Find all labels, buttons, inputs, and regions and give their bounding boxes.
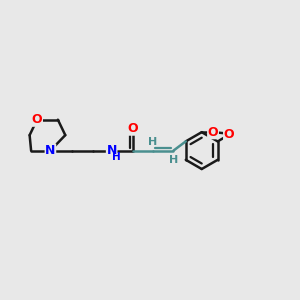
Text: O: O bbox=[128, 122, 138, 135]
Text: N: N bbox=[45, 144, 56, 157]
Text: O: O bbox=[224, 128, 234, 141]
Text: H: H bbox=[148, 137, 157, 147]
Text: H: H bbox=[169, 154, 179, 164]
Text: O: O bbox=[32, 113, 42, 126]
Text: O: O bbox=[208, 126, 218, 139]
Text: N: N bbox=[106, 144, 117, 157]
Text: H: H bbox=[112, 152, 121, 162]
